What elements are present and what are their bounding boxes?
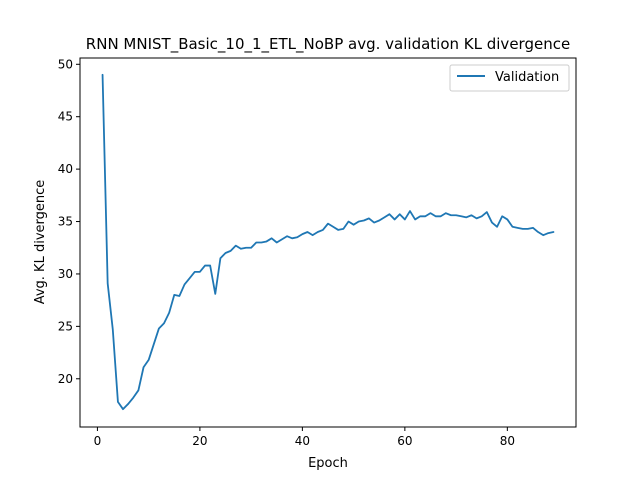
chart-title: RNN MNIST_Basic_10_1_ETL_NoBP avg. valid… (86, 35, 570, 54)
x-tick-label: 20 (192, 434, 207, 448)
x-axis-ticks: 0 20 40 60 80 (94, 427, 515, 448)
x-tick-label: 0 (94, 434, 102, 448)
legend-box (449, 64, 570, 92)
y-axis-ticks: 20 25 30 35 40 45 50 (58, 57, 80, 386)
plot-area (101, 73, 555, 411)
legend: Validation (449, 64, 570, 92)
x-tick-label: 80 (500, 434, 515, 448)
x-tick-label: 60 (397, 434, 412, 448)
y-tick-label: 20 (58, 372, 73, 386)
y-tick-label: 25 (58, 319, 73, 333)
x-tick-label: 40 (295, 434, 310, 448)
y-tick-label: 45 (58, 110, 73, 124)
y-tick-label: 50 (58, 57, 73, 71)
y-tick-label: 35 (58, 215, 73, 229)
legend-label-validation: Validation (495, 70, 559, 85)
y-axis-label: Avg. KL divergence (33, 180, 48, 305)
y-tick-label: 40 (58, 162, 73, 176)
series-line-validation (101, 73, 555, 411)
axes-frame (79, 57, 577, 428)
y-tick-label: 30 (58, 267, 73, 281)
x-axis-label: Epoch (308, 456, 348, 471)
